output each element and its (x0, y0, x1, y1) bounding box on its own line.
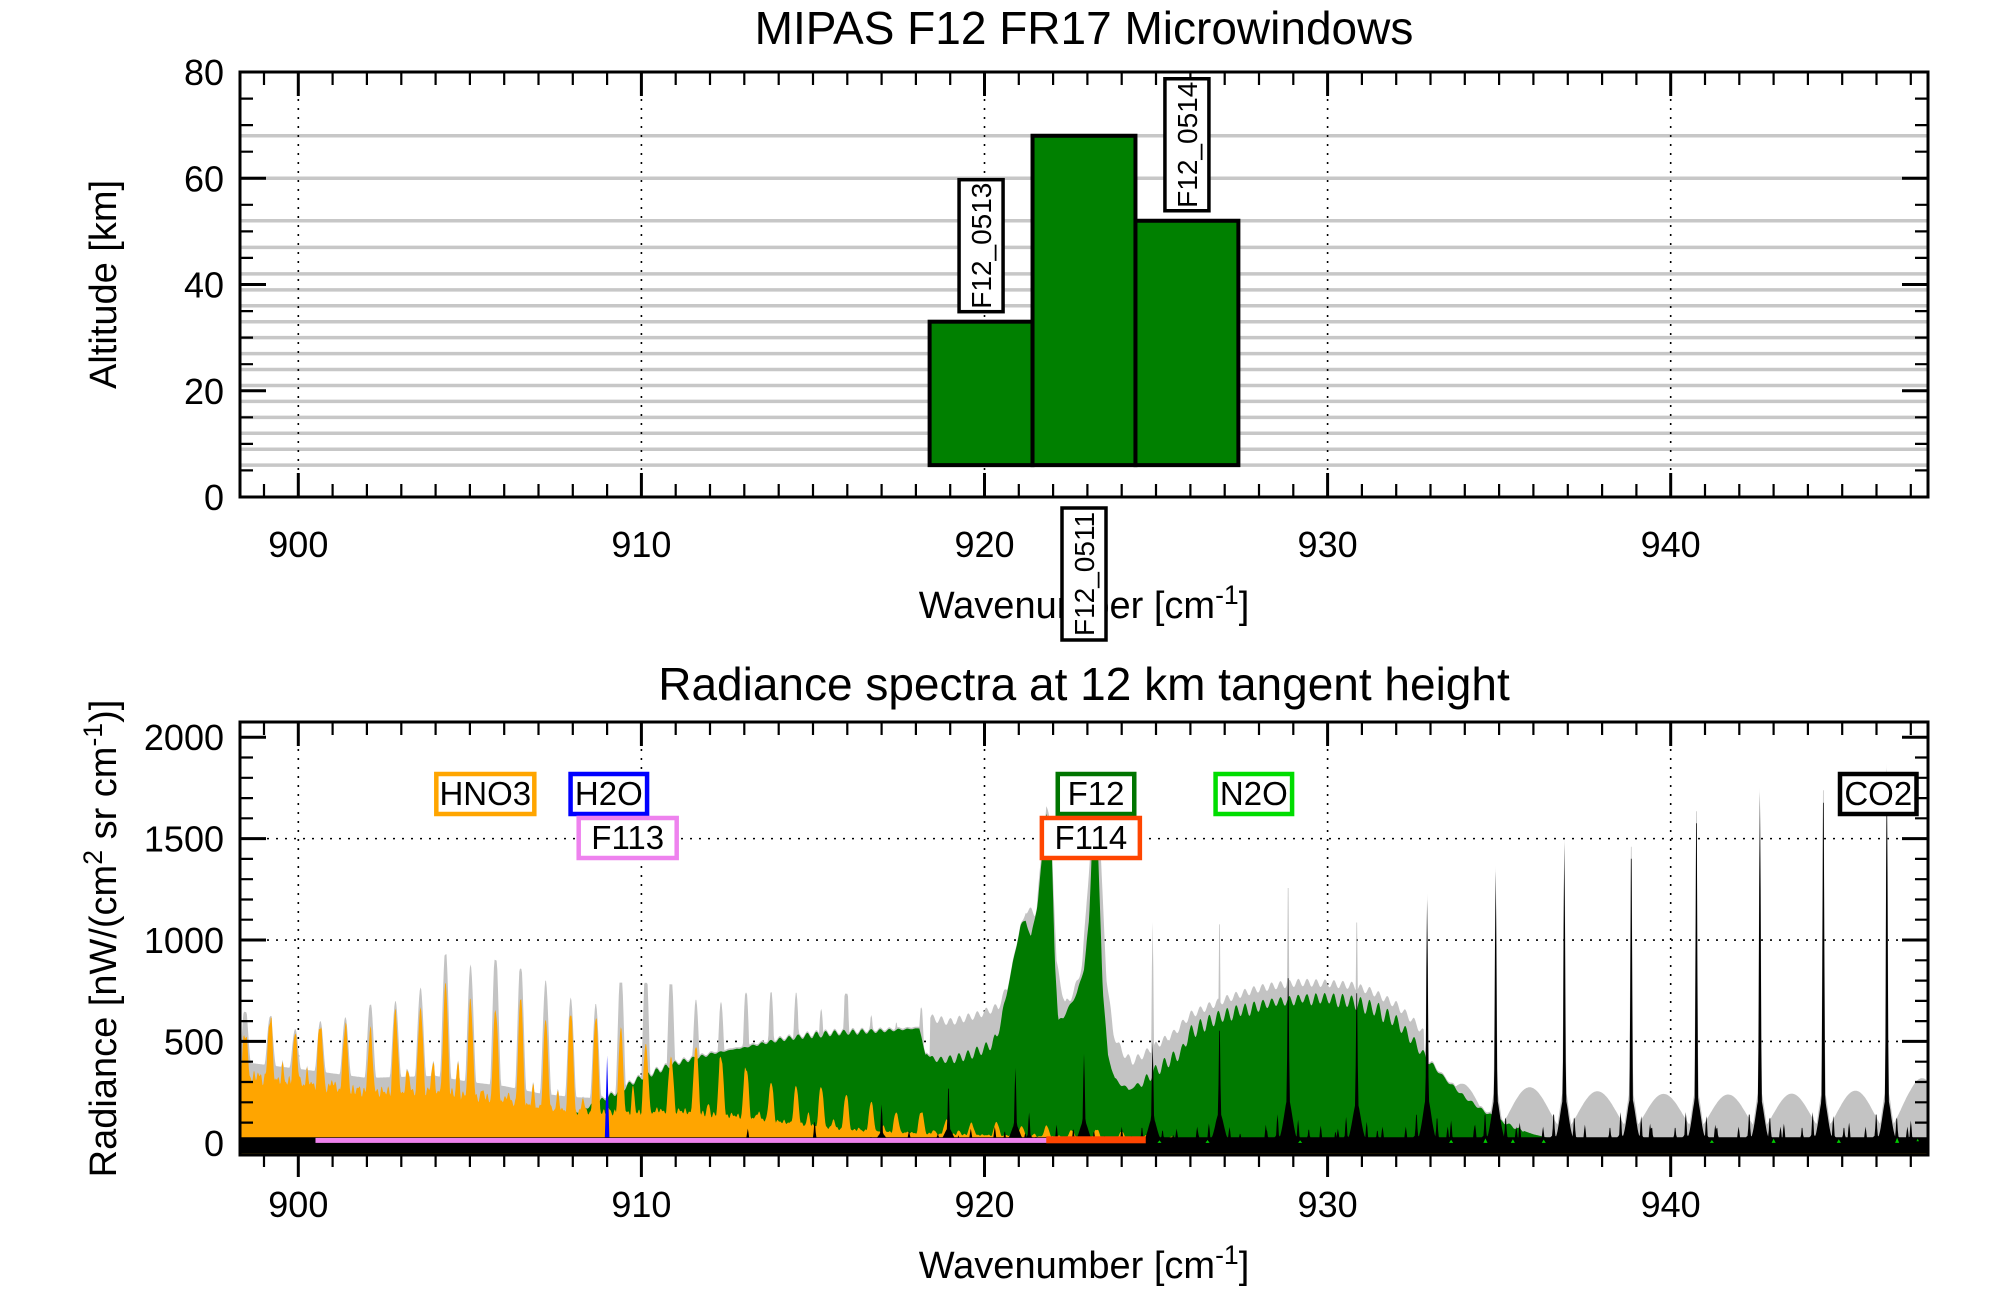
legend-f114: F114 (1039, 815, 1143, 861)
bottom-x-axis-title: Wavenumber [cm-1] (919, 1240, 1250, 1287)
x-tick-label: 900 (268, 1184, 328, 1225)
n2o-line (1771, 1138, 1776, 1143)
x-tick-label: 910 (611, 1184, 671, 1225)
legend-hno3: HNO3 (434, 771, 537, 817)
y-tick-label: 1500 (144, 819, 224, 860)
n2o-line (1895, 1137, 1900, 1143)
radiance-chart: 900 910 920 930 940 0 500 1000 1500 2000 Radiance … (78, 658, 1930, 1287)
bar-label-text: F12_0514 (1172, 82, 1203, 208)
f12-spectrum-area (240, 813, 1928, 1154)
minor-ticks (240, 722, 1928, 1167)
microwindow-bar-F12_0511 (1030, 133, 1138, 468)
y-tick-label: 0 (204, 1123, 224, 1164)
x-tick-label: 930 (1298, 1184, 1358, 1225)
bar-label-F12_0514: F12_0514 (1163, 77, 1211, 213)
microwindow-bar-F12_0513 (927, 319, 1035, 468)
y-tick-label: 1000 (144, 920, 224, 961)
x-tick-label: 940 (1641, 1184, 1701, 1225)
bottom-y-axis-title: Radiance [nW/(cm2 sr cm-1)] (78, 700, 125, 1178)
hno3-spectrum-area (240, 983, 1928, 1154)
major-ticks (240, 70, 1928, 499)
y-tick-label: 40 (184, 265, 224, 306)
legend-label: F114 (1054, 819, 1127, 856)
y-tick-label: 500 (164, 1021, 224, 1062)
legend-label: F12 (1068, 775, 1125, 812)
y-tick-label: 0 (204, 477, 224, 518)
legend-n2o: N2O (1213, 771, 1295, 817)
legend-label: H2O (575, 775, 643, 812)
legend-co2: CO2 (1837, 771, 1919, 817)
n2o-line (1836, 1139, 1841, 1143)
legend-label: F113 (591, 819, 664, 856)
n2o-line (1449, 1139, 1454, 1143)
n2o-line (1483, 1138, 1488, 1143)
x-tick-label: 940 (1641, 524, 1701, 565)
spectra (240, 763, 1928, 1154)
bar-label-F12_0513: F12_0513 (957, 177, 1005, 314)
bar-label-text: F12_0511 (1069, 512, 1100, 636)
x-tick-label: 910 (611, 524, 671, 565)
n2o-line (1510, 1139, 1515, 1143)
y-tick-label: 2000 (144, 717, 224, 758)
f113-line (315, 1137, 1109, 1143)
top-chart-title: MIPAS F12 FR17 Microwindows (755, 2, 1414, 54)
y-tick-label: 60 (184, 158, 224, 199)
legend-label: HNO3 (439, 775, 531, 812)
bar-label-F12_0511: F12_0511 (1060, 506, 1108, 642)
n2o-line (1541, 1139, 1546, 1143)
co2-spectrum-area (240, 767, 1928, 1154)
h2o-line (604, 1055, 610, 1143)
minor-ticks (240, 72, 1928, 497)
n2o-line (1709, 1140, 1714, 1143)
y-tick-label: 20 (184, 371, 224, 412)
x-tick-label: 900 (268, 524, 328, 565)
n2o-lines (1157, 1137, 1920, 1143)
x-tick-label: 920 (954, 1184, 1014, 1225)
f114-line (1046, 1136, 1146, 1144)
microwindow-chart: 900 910 920 930 940 0 20 40 60 80 MIPAS F12 FR17 M… (83, 2, 1930, 642)
bar-label-text: F12_0513 (966, 183, 997, 309)
legend-label: N2O (1220, 775, 1288, 812)
total-spectrum-area (240, 763, 1928, 1154)
n2o-line (1205, 1140, 1210, 1143)
microwindow-bar-F12_0514 (1133, 218, 1241, 468)
y-tick-label: 80 (184, 52, 224, 93)
top-y-axis-title: Altitude [km] (83, 180, 125, 389)
legend-h2o: H2O (568, 771, 650, 817)
legend-f12: F12 (1055, 771, 1137, 817)
bottom-chart-title: Radiance spectra at 12 km tangent height (658, 658, 1510, 710)
microwindow-bars (927, 133, 1241, 468)
n2o-line (1157, 1140, 1162, 1143)
n2o-line (1298, 1140, 1303, 1143)
legend-f113: F113 (576, 815, 679, 861)
legend-label: CO2 (1844, 775, 1912, 812)
x-tick-label: 930 (1298, 524, 1358, 565)
major-ticks (240, 722, 1928, 1177)
x-tick-label: 920 (954, 524, 1014, 565)
